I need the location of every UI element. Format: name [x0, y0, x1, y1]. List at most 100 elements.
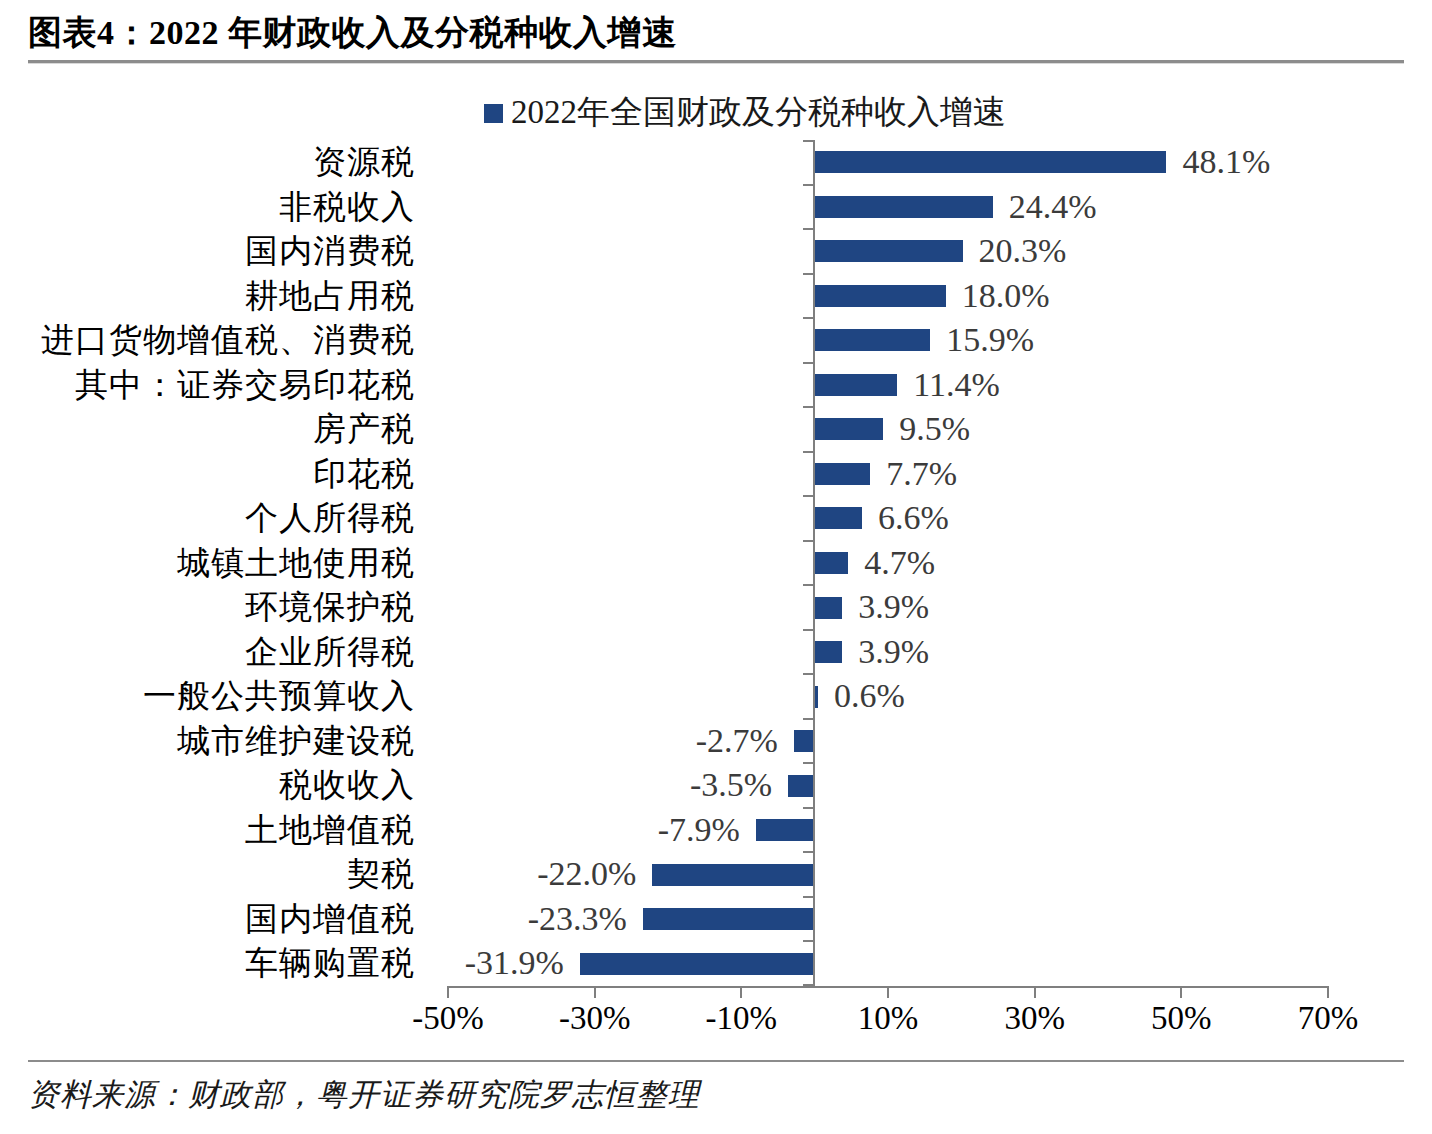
x-axis-tick — [1034, 986, 1036, 998]
bar — [814, 151, 1167, 173]
y-axis-tick — [803, 406, 813, 408]
x-axis-tick-label: 70% — [1258, 1000, 1398, 1037]
y-axis-line — [813, 140, 815, 986]
x-axis-tick-label: 10% — [818, 1000, 958, 1037]
category-label: 税收收入 — [30, 763, 415, 808]
bar — [814, 641, 843, 663]
value-label: 7.7% — [886, 452, 957, 497]
x-axis-tick — [740, 986, 742, 998]
bar-row: 税收收入 -3.5% — [30, 763, 1402, 808]
value-label: -3.5% — [690, 763, 772, 808]
x-axis-tick — [1327, 986, 1329, 998]
bar — [814, 196, 993, 218]
category-label: 环境保护税 — [30, 585, 415, 630]
y-axis-tick — [803, 718, 813, 720]
y-axis-tick — [803, 184, 813, 186]
y-axis-tick — [803, 673, 813, 675]
value-label: -7.9% — [658, 808, 740, 853]
x-axis-tick-label: 30% — [965, 1000, 1105, 1037]
value-label: -31.9% — [465, 941, 564, 986]
bar-row: 国内消费税 20.3% — [30, 229, 1402, 274]
bar — [788, 775, 814, 797]
legend-label: 2022年全国财政及分税种收入增速 — [511, 90, 1006, 135]
value-label: 3.9% — [858, 630, 929, 675]
y-axis-tick — [803, 629, 813, 631]
bar-row: 一般公共预算收入0.6% — [30, 674, 1402, 719]
value-label: 3.9% — [858, 585, 929, 630]
category-label: 车辆购置税 — [30, 941, 415, 986]
category-label: 契税 — [30, 852, 415, 897]
value-label: 11.4% — [913, 363, 1000, 408]
value-label: 48.1% — [1182, 140, 1270, 185]
x-axis-tick-label: -50% — [378, 1000, 518, 1037]
y-axis-tick — [803, 451, 813, 453]
value-label: 24.4% — [1009, 185, 1097, 230]
value-label: -22.0% — [537, 852, 636, 897]
x-axis-tick — [887, 986, 889, 998]
category-label: 城镇土地使用税 — [30, 541, 415, 586]
value-label: 20.3% — [979, 229, 1067, 274]
bar — [814, 329, 931, 351]
bar — [814, 285, 946, 307]
bar — [814, 418, 884, 440]
bar — [643, 908, 814, 930]
category-label: 一般公共预算收入 — [30, 674, 415, 719]
bar-row: 土地增值税 -7.9% — [30, 808, 1402, 853]
bar-row: 城镇土地使用税4.7% — [30, 541, 1402, 586]
value-label: 9.5% — [899, 407, 970, 452]
bar-chart: 资源税48.1%非税收入24.4%国内消费税20.3%耕地占用税18.0%进口货… — [30, 140, 1402, 1040]
legend-swatch-icon — [484, 104, 503, 123]
value-label: 6.6% — [878, 496, 949, 541]
value-label: -23.3% — [528, 897, 627, 942]
bar-row: 其中：证券交易印花税 11.4% — [30, 363, 1402, 408]
bar-row: 非税收入 24.4% — [30, 185, 1402, 230]
y-axis-tick — [803, 140, 813, 142]
bar-row: 印花税7.7% — [30, 452, 1402, 497]
category-label: 个人所得税 — [30, 496, 415, 541]
bar-row: 资源税 48.1% — [30, 140, 1402, 185]
y-axis-tick — [803, 584, 813, 586]
category-label: 城市维护建设税 — [30, 719, 415, 764]
category-label: 资源税 — [30, 140, 415, 185]
source-note: 资料来源：财政部，粤开证券研究院罗志恒整理 — [28, 1074, 700, 1116]
y-axis-tick — [803, 896, 813, 898]
category-label: 国内消费税 — [30, 229, 415, 274]
category-label: 企业所得税 — [30, 630, 415, 675]
category-label: 土地增值税 — [30, 808, 415, 853]
x-axis-tick — [594, 986, 596, 998]
x-axis-tick — [447, 986, 449, 998]
x-axis-tick — [1180, 986, 1182, 998]
bar-row: 国内增值税 -23.3% — [30, 897, 1402, 942]
figure-title: 图表4：2022 年财政收入及分税种收入增速 — [28, 10, 677, 56]
category-label: 房产税 — [30, 407, 415, 452]
category-label: 耕地占用税 — [30, 274, 415, 319]
category-label: 国内增值税 — [30, 897, 415, 942]
y-axis-tick — [803, 495, 813, 497]
y-axis-tick — [803, 762, 813, 764]
bar-row: 车辆购置税 -31.9% — [30, 941, 1402, 986]
bar — [756, 819, 814, 841]
y-axis-tick — [803, 317, 813, 319]
x-axis-tick-label: 50% — [1111, 1000, 1251, 1037]
y-axis-tick — [803, 851, 813, 853]
bar — [794, 730, 814, 752]
category-label: 非税收入 — [30, 185, 415, 230]
x-axis-tick-label: -30% — [525, 1000, 665, 1037]
bar — [652, 864, 813, 886]
bar-row: 个人所得税 6.6% — [30, 496, 1402, 541]
category-label: 其中：证券交易印花税 — [30, 363, 415, 408]
x-axis-tick-label: -10% — [671, 1000, 811, 1037]
y-axis-tick — [803, 362, 813, 364]
bar-row: 契税 -22.0% — [30, 852, 1402, 897]
y-axis-tick — [803, 940, 813, 942]
footer-divider — [28, 1060, 1404, 1062]
value-label: -2.7% — [696, 719, 778, 764]
bar-row: 耕地占用税18.0% — [30, 274, 1402, 319]
bar — [814, 463, 870, 485]
value-label: 15.9% — [946, 318, 1034, 363]
bar — [814, 507, 862, 529]
y-axis-tick — [803, 807, 813, 809]
bar — [580, 953, 814, 975]
bar-row: 企业所得税 3.9% — [30, 630, 1402, 675]
y-axis-tick — [803, 273, 813, 275]
